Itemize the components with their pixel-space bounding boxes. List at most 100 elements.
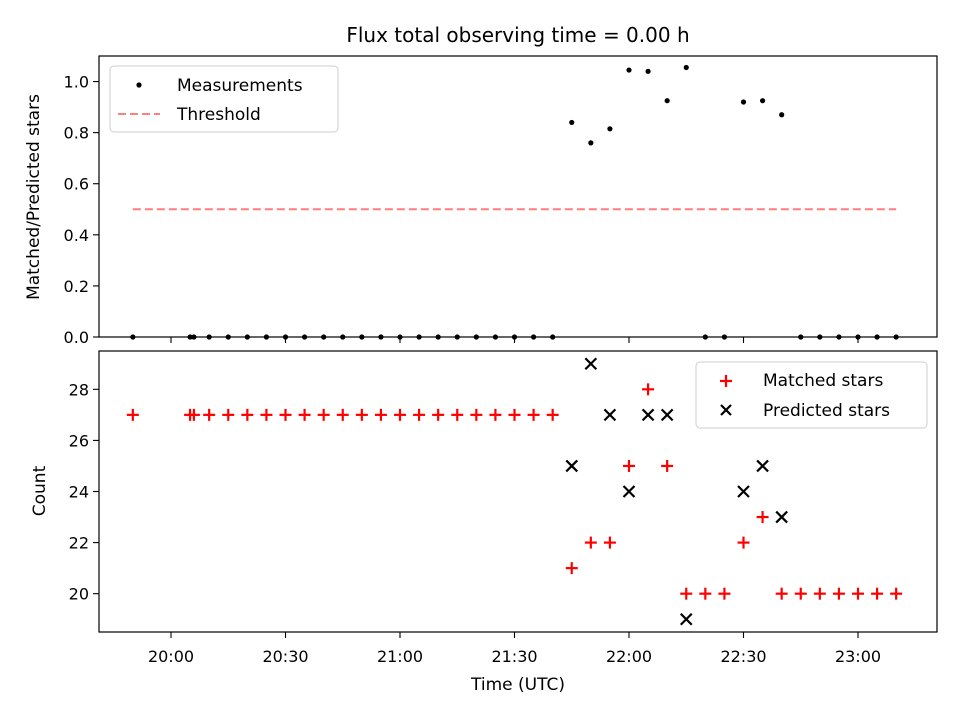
matched-stars-point bbox=[890, 587, 903, 600]
matched-stars-point bbox=[470, 408, 483, 421]
y-tick-label: 0.0 bbox=[64, 328, 89, 347]
legend-predicted-label: Predicted stars bbox=[763, 401, 890, 421]
matched-stars-point bbox=[775, 587, 788, 600]
bottom-y-ticks: 20 22 24 26 28 bbox=[69, 380, 99, 604]
y-tick-label: 0.4 bbox=[64, 226, 89, 245]
y-tick-label: 1.0 bbox=[64, 73, 89, 92]
predicted-stars-point bbox=[584, 357, 598, 371]
matched-stars-point bbox=[374, 408, 387, 421]
matched-stars-point bbox=[871, 587, 884, 600]
matched-stars-point bbox=[317, 408, 330, 421]
y-tick-label: 0.6 bbox=[64, 175, 89, 194]
matched-stars-point bbox=[413, 408, 426, 421]
measurement-point bbox=[645, 68, 651, 74]
legend-measurements-label: Measurements bbox=[177, 76, 303, 96]
y-tick-label: 22 bbox=[69, 534, 89, 553]
matched-stars-point bbox=[451, 408, 464, 421]
matched-stars-point bbox=[813, 587, 826, 600]
matched-stars-point bbox=[355, 408, 368, 421]
top-chart-title: Flux total observing time = 0.00 h bbox=[346, 23, 689, 47]
y-tick-label: 20 bbox=[69, 585, 89, 604]
bottom-legend: Matched stars Predicted stars bbox=[695, 361, 928, 429]
matched-stars-point bbox=[298, 408, 311, 421]
top-legend: Measurements Threshold bbox=[109, 65, 339, 133]
bottom-plot-frame bbox=[98, 350, 938, 633]
bottom-x-ticks: 20:00 20:30 21:00 21:30 22:00 22:30 23:00 bbox=[148, 632, 881, 666]
legend-threshold-label: Threshold bbox=[176, 105, 261, 125]
legend-measurements-marker bbox=[136, 82, 142, 88]
matched-stars-point bbox=[832, 587, 845, 600]
matched-stars-point bbox=[336, 408, 349, 421]
matched-stars-point bbox=[546, 408, 559, 421]
top-x-ticks bbox=[170, 337, 859, 343]
matched-stars-point bbox=[126, 408, 139, 421]
matched-stars-point bbox=[222, 408, 235, 421]
matched-stars-point bbox=[603, 536, 616, 549]
predicted-stars-point bbox=[737, 485, 750, 498]
legend-predicted-marker bbox=[720, 404, 732, 416]
measurement-point bbox=[626, 67, 632, 73]
matched-stars-point bbox=[565, 562, 578, 575]
matched-stars-point bbox=[489, 408, 502, 421]
matched-stars-point bbox=[642, 383, 655, 396]
matched-stars-point bbox=[260, 408, 273, 421]
matched-stars-point bbox=[737, 536, 750, 549]
y-tick-label: 24 bbox=[69, 483, 89, 502]
x-tick-label: 21:30 bbox=[491, 647, 537, 666]
matched-stars-point bbox=[584, 536, 597, 549]
predicted-stars-point bbox=[660, 408, 674, 422]
y-tick-label: 0.8 bbox=[64, 124, 89, 143]
predicted-stars-point bbox=[641, 408, 655, 422]
matched-stars-point bbox=[756, 511, 769, 524]
matched-stars-point bbox=[187, 408, 200, 421]
matched-stars-point bbox=[680, 587, 693, 600]
x-tick-label: 22:00 bbox=[606, 647, 652, 666]
predicted-stars-point bbox=[679, 612, 693, 626]
measurement-point bbox=[759, 98, 766, 104]
x-tick-label: 22:30 bbox=[720, 647, 766, 666]
y-tick-label: 26 bbox=[69, 431, 89, 450]
x-tick-label: 20:00 bbox=[148, 647, 194, 666]
predicted-stars-point bbox=[756, 459, 769, 473]
top-legend-box bbox=[109, 65, 339, 133]
measurement-point bbox=[740, 99, 747, 105]
predicted-stars-point bbox=[565, 459, 579, 473]
y-tick-label: 28 bbox=[69, 380, 89, 399]
matched-stars-point bbox=[699, 587, 712, 600]
matched-stars-point bbox=[394, 408, 406, 421]
x-tick-label: 20:30 bbox=[262, 647, 308, 666]
predicted-stars-point bbox=[622, 485, 636, 498]
y-tick-label: 0.2 bbox=[64, 277, 89, 296]
matched-stars-point bbox=[432, 408, 445, 421]
bottom-panel: 20 22 24 26 28 20:00 20:30 21:00 21:30 22:00 22:3… bbox=[30, 350, 938, 695]
predicted-stars-point bbox=[603, 408, 617, 422]
bottom-x-axis-label: Time (UTC) bbox=[470, 675, 565, 695]
matched-stars-point bbox=[279, 408, 292, 421]
bottom-y-axis-label: Count bbox=[30, 465, 50, 516]
matched-stars-point bbox=[623, 459, 635, 472]
legend-matched-label: Matched stars bbox=[763, 371, 883, 391]
measurement-point bbox=[588, 140, 594, 146]
matched-stars-point bbox=[527, 408, 540, 421]
top-panel: Flux total observing time = 0.00 h 0.00.… bbox=[24, 23, 938, 347]
matched-stars-point bbox=[241, 408, 254, 421]
x-tick-label: 21:00 bbox=[377, 647, 423, 666]
matched-stars-point bbox=[852, 587, 864, 600]
measurement-point bbox=[607, 126, 613, 132]
measurement-point bbox=[779, 112, 785, 118]
matched-stars-point bbox=[508, 408, 521, 421]
matched-stars-point bbox=[718, 587, 731, 600]
top-y-ticks: 0.0 0.2 0.4 0.6 0.8 1.0 bbox=[64, 73, 99, 347]
matched-stars-point bbox=[661, 459, 674, 472]
matched-stars-point bbox=[794, 587, 807, 600]
predicted-stars-point bbox=[775, 510, 788, 524]
measurement-point bbox=[664, 98, 670, 104]
bottom-plot-marks bbox=[126, 357, 903, 626]
measurement-point bbox=[683, 64, 689, 71]
top-plot-frame bbox=[98, 55, 938, 338]
top-y-axis-label: Matched/Predicted stars bbox=[24, 94, 44, 300]
legend-matched-marker bbox=[720, 375, 732, 387]
measurement-point bbox=[569, 119, 575, 126]
matched-stars-point bbox=[203, 408, 216, 421]
